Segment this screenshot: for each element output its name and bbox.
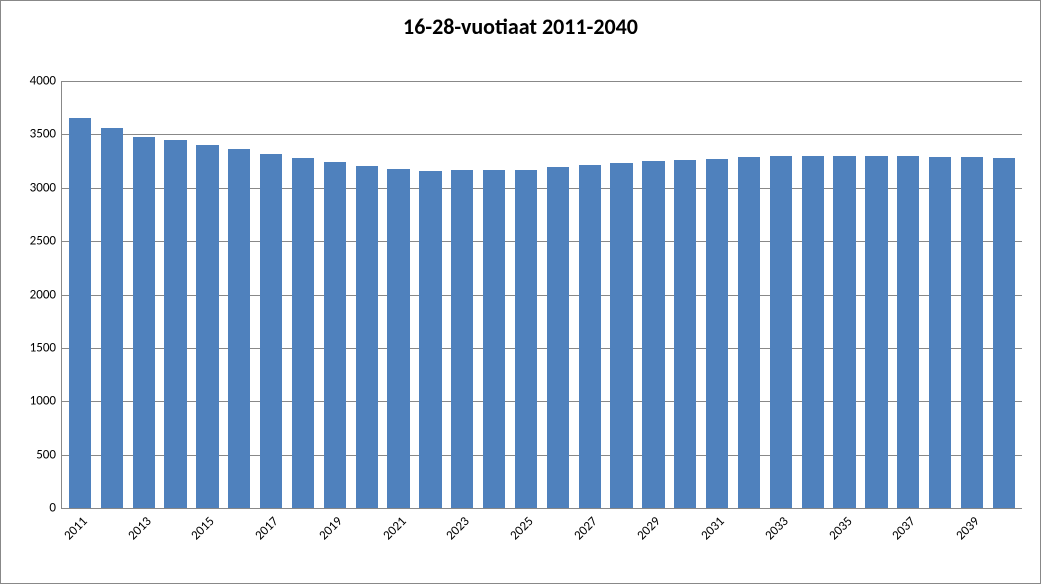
bar [292,158,314,508]
bar [419,171,441,508]
bar [865,156,887,508]
bar-slot: 2017 [255,81,287,508]
bar-slot: 2037 [892,81,924,508]
bar [674,160,696,508]
bar [610,163,632,508]
bar-slot: 2021 [383,81,415,508]
bar [196,145,218,508]
x-tick-label: 2037 [890,514,919,543]
bars-group: 2011 2013 2015 2017 2019 2021 2023 2025 2027 2029… [62,81,1022,508]
x-tick-label: 2039 [953,514,982,543]
bar-slot: 2025 [510,81,542,508]
x-tick-label: 2013 [125,514,154,543]
x-tick-label: 2021 [380,514,409,543]
y-tick-label: 3500 [30,127,56,142]
bar [101,128,123,508]
bar [706,159,728,508]
bar-slot [542,81,574,508]
bar-slot: 2015 [191,81,223,508]
x-tick-label: 2017 [252,514,281,543]
bar-slot: 2027 [574,81,606,508]
y-tick-label: 4000 [30,74,56,89]
bar [260,154,282,508]
x-tick-label: 2027 [571,514,600,543]
bar-slot: 2019 [319,81,351,508]
bar-slot [351,81,383,508]
x-tick-label: 2029 [635,514,664,543]
bar-chart-container: 16-28-vuotiaat 2011-2040 201120132015201… [0,0,1041,584]
bar [451,170,473,508]
chart-title: 16-28-vuotiaat 2011-2040 [1,1,1040,48]
x-tick-label: 2015 [189,514,218,543]
bar-slot [606,81,638,508]
y-tick-label: 1000 [30,394,56,409]
bar-slot [96,81,128,508]
bar [833,156,855,508]
bar-slot: 2029 [637,81,669,508]
bar-slot [924,81,956,508]
bar [738,157,760,508]
plot-wrap: 2011 2013 2015 2017 2019 2021 2023 2025 2027 2029… [61,81,1022,509]
x-tick-label: 2031 [698,514,727,543]
bar-slot [733,81,765,508]
bar-slot: 2013 [128,81,160,508]
bar [802,156,824,508]
bar [133,137,155,508]
bar [579,165,601,508]
bar [356,166,378,508]
x-tick-label: 2033 [762,514,791,543]
bar [483,170,505,508]
x-tick-label: 2035 [826,514,855,543]
bar-slot: 2023 [446,81,478,508]
y-tick-label: 500 [36,447,56,462]
bar-slot [988,81,1020,508]
bar [324,162,346,508]
bar [897,156,919,508]
x-tick-label: 2019 [316,514,345,543]
y-tick-label: 0 [49,501,56,516]
y-tick-label: 1500 [30,340,56,355]
bar [961,157,983,508]
bar [547,167,569,508]
bar-slot [478,81,510,508]
bar-slot [414,81,446,508]
bar-slot: 2011 [64,81,96,508]
x-tick-label: 2023 [444,514,473,543]
plot-area: 2011 2013 2015 2017 2019 2021 2023 2025 2027 2029… [61,81,1022,509]
bar-slot [669,81,701,508]
y-tick-label: 2000 [30,287,56,302]
y-tick-label: 2500 [30,234,56,249]
x-tick-label: 2011 [61,514,90,543]
bar-slot [287,81,319,508]
bar [993,158,1015,508]
bar [228,149,250,508]
bar-slot: 2031 [701,81,733,508]
x-tick-label: 2025 [507,514,536,543]
y-tick-label: 3000 [30,180,56,195]
bar [642,161,664,508]
bar [770,156,792,508]
bar [929,157,951,508]
bar [387,169,409,508]
bar-slot [160,81,192,508]
bar [515,170,537,508]
bar-slot [860,81,892,508]
bar [69,118,91,508]
bar [164,140,186,508]
bar-slot: 2035 [829,81,861,508]
bar-slot [223,81,255,508]
bar-slot [797,81,829,508]
bar-slot: 2033 [765,81,797,508]
bar-slot: 2039 [956,81,988,508]
